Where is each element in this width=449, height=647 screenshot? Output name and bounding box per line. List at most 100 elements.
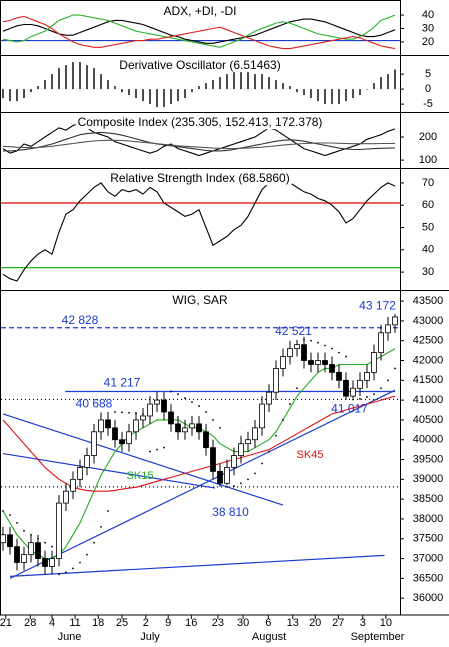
title-background [75, 115, 325, 130]
bar [114, 86, 116, 90]
candle-body [98, 419, 104, 433]
candle-body [0, 534, 6, 544]
bar [261, 74, 263, 90]
bar [65, 65, 67, 90]
bar [107, 80, 109, 90]
x-tick-label: 16 [185, 617, 197, 629]
x-tick-label: 6 [265, 617, 271, 629]
trend-line [9, 554, 385, 577]
candle-body [280, 356, 286, 369]
sar-dot [2, 510, 4, 512]
bar [170, 89, 172, 105]
moving-average [2, 395, 396, 492]
sar-dot [107, 510, 109, 512]
bar [324, 89, 326, 105]
sar-dot [338, 351, 340, 354]
y-tick-label: 37000 [413, 552, 444, 564]
candle-body [322, 360, 328, 365]
sar-dot [23, 529, 25, 532]
candle-body [378, 332, 384, 353]
candle-body [294, 344, 300, 350]
x-tick-label: 27 [332, 617, 344, 629]
sar-dot [268, 450, 270, 453]
y-tick-label: 41500 [413, 374, 444, 386]
sar-dot [170, 390, 172, 393]
y-tick-label: 38500 [413, 493, 444, 505]
y-tick-label: 38000 [413, 513, 444, 525]
sar-dot [317, 341, 319, 344]
annotation: 40 688 [76, 397, 113, 411]
y-tick-label: 200 [419, 131, 437, 143]
sar-dot [296, 387, 298, 390]
annotation: 41 217 [104, 376, 141, 390]
month-label: July [140, 631, 160, 643]
bar [149, 89, 151, 105]
y-tick-label: 40 [422, 244, 434, 256]
x-tick-label: 21 [0, 617, 12, 629]
sar-dot [310, 339, 312, 342]
candle-body [84, 455, 90, 468]
sar-dot [149, 450, 151, 453]
candle-body [119, 439, 125, 445]
bar [100, 74, 102, 90]
candle-body [231, 455, 237, 468]
sar-dot [51, 545, 53, 548]
bar [163, 89, 165, 108]
line-series [3, 131, 396, 152]
bar [366, 89, 368, 90]
bar [177, 89, 179, 102]
candle-body [392, 316, 398, 326]
candle-body [126, 431, 132, 445]
sar-dot [289, 403, 291, 405]
sar-dot [79, 561, 81, 564]
panel-title: WIG, SAR [172, 293, 228, 307]
panel-title: Derivative Oscillator (6.51463) [119, 58, 280, 72]
line-series [2, 14, 396, 48]
y-tick-label: -5 [423, 98, 433, 110]
candle-body [301, 344, 307, 361]
sar-dot [226, 485, 228, 488]
candle-body [203, 431, 209, 449]
bar [212, 80, 214, 90]
x-tick-label: 23 [212, 617, 224, 629]
x-tick-label: 3 [360, 617, 366, 629]
candle-body [210, 447, 216, 472]
candle-body [112, 427, 118, 441]
sar-dot [324, 344, 326, 347]
y-tick-label: 43000 [413, 315, 444, 327]
sar-dot [184, 397, 186, 400]
bar [93, 68, 95, 90]
sar-dot [387, 379, 389, 382]
candle-body [252, 427, 258, 441]
bar [275, 80, 277, 90]
bar [233, 71, 235, 90]
sar-dot [254, 472, 256, 475]
candle-body [182, 427, 188, 433]
candle-body [266, 391, 272, 405]
bar [240, 71, 242, 90]
bar [394, 69, 396, 90]
sar-dot [359, 398, 361, 400]
sar-dot [352, 398, 354, 401]
title-background [161, 4, 239, 19]
candle-body [70, 478, 76, 492]
y-tick-label: 70 [422, 177, 434, 189]
sar-dot [44, 541, 46, 544]
sar-dot [275, 434, 277, 437]
candle-body [14, 546, 20, 563]
sar-dot [345, 355, 347, 358]
x-tick-label: 20 [309, 617, 321, 629]
month-label: August [252, 631, 286, 643]
sar-dot [380, 387, 382, 390]
title-background [108, 171, 292, 186]
bar [128, 89, 130, 96]
candle-body [28, 542, 34, 555]
series-label: SK45 [297, 449, 324, 461]
sar-dot [121, 411, 123, 414]
candle-body [336, 372, 342, 381]
bar [58, 68, 60, 90]
candle-body [343, 379, 349, 397]
y-tick-label: 39000 [413, 473, 444, 485]
y-tick-label: 5 [425, 68, 431, 80]
